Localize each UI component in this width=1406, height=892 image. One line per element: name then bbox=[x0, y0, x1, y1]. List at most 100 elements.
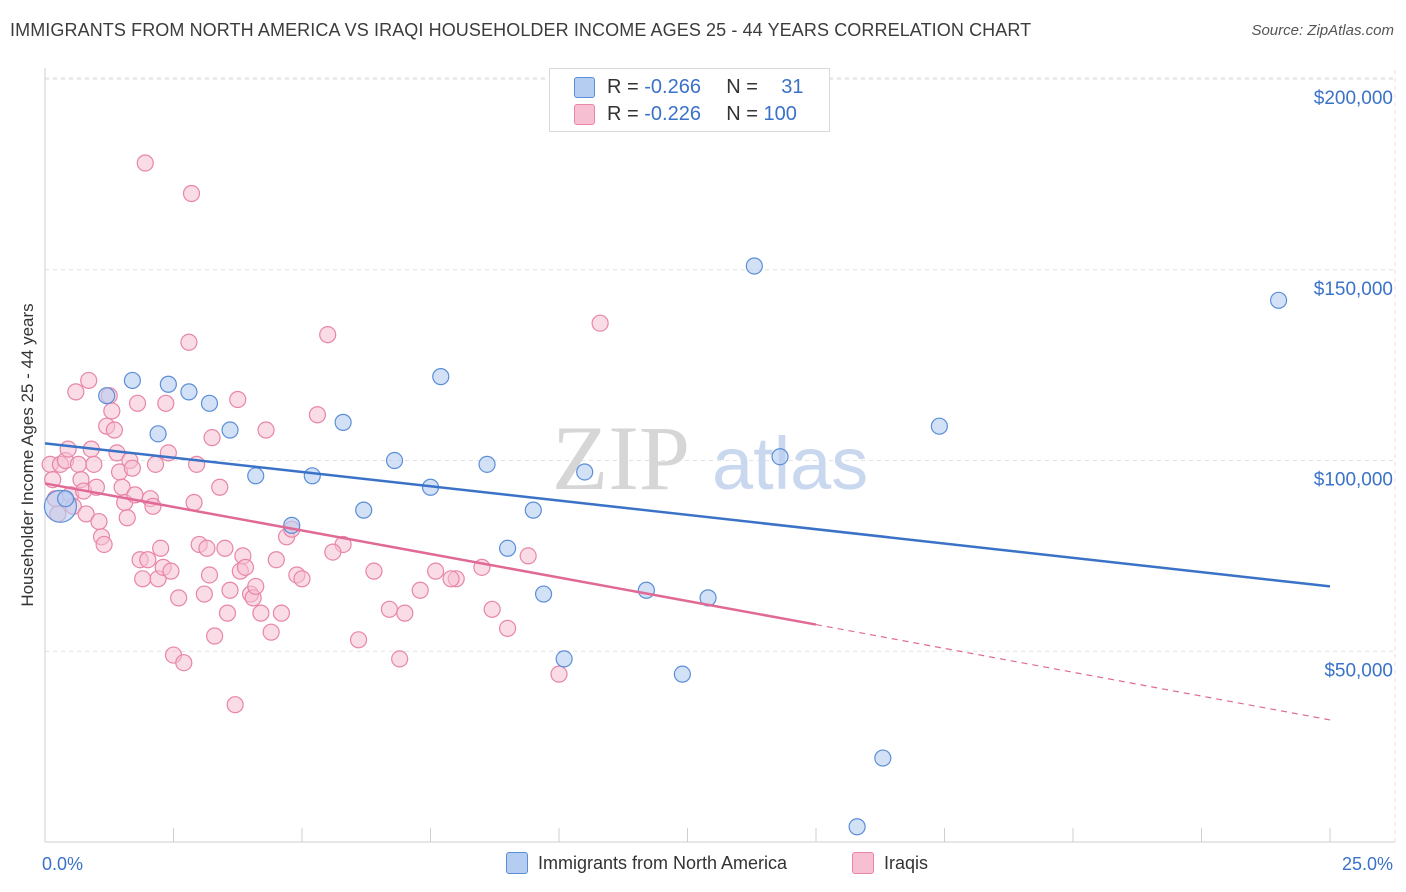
north-america-point bbox=[1269, 291, 1288, 309]
bottom-legend-label-north-america: Immigrants from North America bbox=[538, 852, 788, 873]
iraqis-point bbox=[69, 455, 88, 473]
iraqis-point bbox=[519, 547, 537, 565]
legend-swatch-blue bbox=[574, 76, 595, 98]
north-america-point bbox=[524, 501, 542, 519]
iraqis-point bbox=[349, 631, 368, 649]
iraqis-point bbox=[180, 333, 198, 351]
iraqis-point bbox=[195, 585, 213, 603]
north-america-point bbox=[478, 455, 496, 473]
bottom-legend-iraqis: Iraqis bbox=[852, 852, 928, 874]
north-america-point bbox=[180, 383, 198, 401]
iraqis-point bbox=[118, 509, 136, 527]
iraqis-point bbox=[206, 627, 224, 645]
iraqis-point bbox=[146, 455, 165, 473]
iraqis-point bbox=[391, 650, 409, 668]
watermark-atlas: atlas bbox=[712, 422, 868, 505]
north-america-point bbox=[159, 375, 177, 393]
iraqis-trend-line bbox=[44, 482, 817, 626]
north-america-point bbox=[555, 650, 573, 668]
iraqis-point bbox=[157, 394, 175, 412]
iraqis-point bbox=[77, 505, 95, 523]
legend-row-iraqis: R = -0.226 N = 100 bbox=[574, 101, 804, 127]
iraqis-point bbox=[185, 493, 203, 512]
iraqis-point bbox=[139, 551, 157, 569]
iraqis-point bbox=[152, 539, 170, 557]
iraqis-point bbox=[136, 154, 154, 172]
north-america-point bbox=[200, 394, 219, 412]
iraqis-point bbox=[216, 539, 234, 557]
iraqis-point bbox=[262, 623, 280, 641]
iraqis-point bbox=[175, 654, 193, 672]
watermark-zip: ZIP bbox=[552, 407, 690, 509]
iraqis-point bbox=[85, 455, 103, 473]
north-america-point bbox=[247, 467, 265, 485]
iraqis-point bbox=[203, 429, 221, 447]
north-america-point bbox=[771, 448, 789, 466]
iraqis-point bbox=[247, 577, 265, 596]
north-america-point bbox=[303, 467, 321, 485]
iraqis-point bbox=[550, 665, 568, 683]
iraqis-trend-extension bbox=[815, 623, 1331, 721]
iraqis-point bbox=[59, 440, 77, 458]
iraqis-point bbox=[226, 696, 244, 714]
iraqis-point bbox=[218, 604, 237, 622]
iraqis-point bbox=[95, 535, 113, 554]
bottom-legend-north-america: Immigrants from North America bbox=[506, 852, 787, 874]
north-america-point bbox=[123, 371, 141, 390]
x-tick-label-max: 25.0% bbox=[1342, 854, 1393, 874]
north-america-point bbox=[930, 417, 948, 435]
iraqis-point bbox=[211, 478, 229, 496]
iraqis-point bbox=[128, 394, 147, 412]
north-america-points bbox=[43, 257, 1288, 836]
iraqis-point bbox=[200, 566, 219, 584]
north-america-point bbox=[355, 501, 373, 519]
iraqis-point bbox=[103, 402, 121, 420]
iraqis-point bbox=[198, 539, 216, 557]
legend-row-north-america: R = -0.266 N = 31 bbox=[574, 74, 804, 100]
north-america-point bbox=[848, 818, 866, 836]
iraqis-point bbox=[90, 512, 108, 531]
x-tick-label-min: 0.0% bbox=[42, 854, 83, 874]
iraqis-point bbox=[221, 581, 239, 599]
iraqis-point bbox=[396, 604, 414, 622]
legend-n-label: N = bbox=[726, 102, 764, 125]
trend-lines bbox=[44, 442, 1331, 721]
north-america-point bbox=[98, 387, 116, 405]
axes bbox=[44, 68, 1395, 843]
iraqis-point bbox=[170, 589, 188, 607]
iraqis-point bbox=[80, 371, 98, 390]
north-america-point bbox=[874, 749, 892, 767]
iraqis-point bbox=[324, 543, 342, 561]
north-america-point bbox=[745, 257, 763, 275]
iraqis-point bbox=[67, 383, 85, 401]
y-tick-label: $150,000 bbox=[1314, 279, 1393, 300]
iraqis-point bbox=[123, 459, 141, 477]
north-america-point bbox=[221, 421, 239, 439]
iraqis-point bbox=[427, 562, 445, 580]
north-america-point bbox=[56, 490, 75, 508]
legend-n-value: 31 bbox=[781, 75, 804, 98]
y-tick-labels: $50,000 $100,000 $150,000 $200,000 bbox=[1314, 88, 1393, 681]
correlation-legend: R = -0.266 N = 31 R = -0.226 N = 100 bbox=[549, 68, 830, 132]
iraqis-point bbox=[134, 570, 152, 588]
north-america-point bbox=[385, 451, 404, 470]
iraqis-point bbox=[411, 581, 429, 599]
iraqis-points bbox=[41, 154, 609, 714]
legend-r-label: R = bbox=[607, 102, 645, 125]
north-america-point bbox=[283, 516, 301, 534]
north-america-point bbox=[499, 539, 517, 557]
iraqis-point bbox=[182, 184, 201, 203]
iraqis-point bbox=[229, 390, 247, 409]
iraqis-point bbox=[272, 604, 291, 622]
iraqis-point bbox=[442, 570, 460, 588]
north-america-point bbox=[534, 585, 553, 603]
legend-swatch-pink bbox=[574, 103, 595, 125]
north-america-point bbox=[149, 425, 167, 443]
legend-r-value: -0.226 bbox=[644, 102, 701, 125]
iraqis-point bbox=[257, 421, 275, 439]
legend-n-label: N = bbox=[726, 75, 764, 98]
source-label: Source: ZipAtlas.com bbox=[1251, 22, 1394, 39]
iraqis-point bbox=[483, 600, 501, 618]
legend-n-value: 100 bbox=[763, 102, 797, 125]
